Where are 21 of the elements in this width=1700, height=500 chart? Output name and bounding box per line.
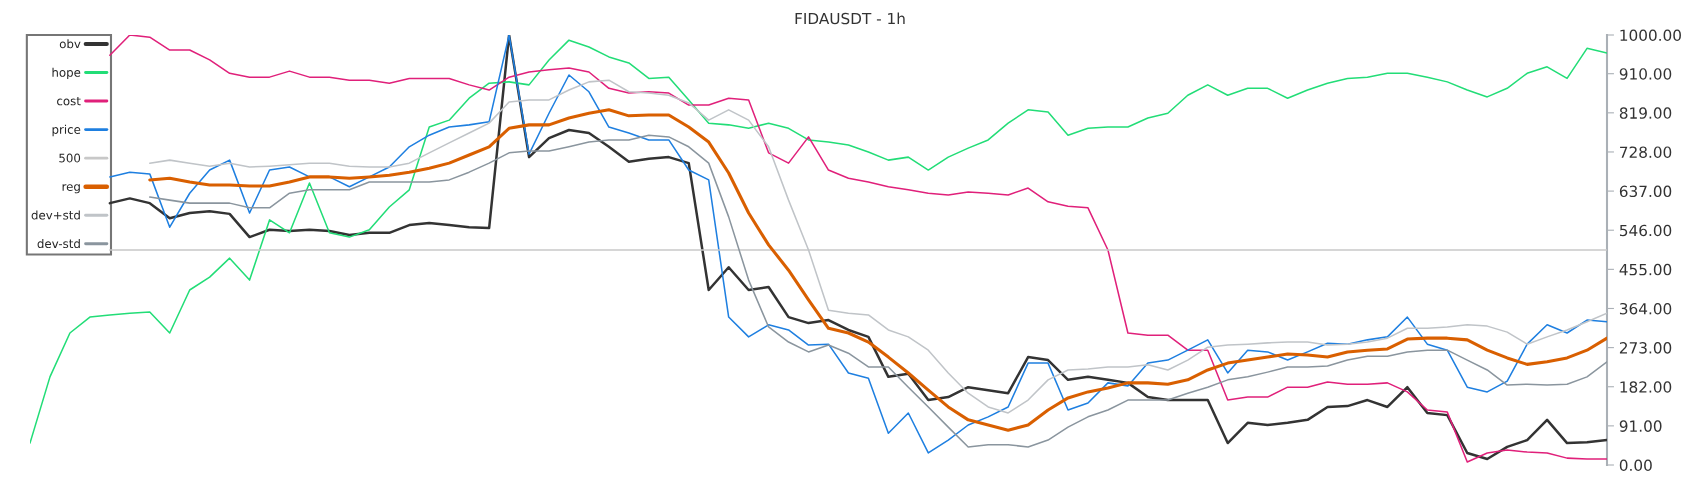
y-tick-label: 0.00: [1619, 459, 1652, 472]
y-tick-label: 182.00: [1620, 381, 1672, 393]
legend-label: obv: [59, 39, 81, 49]
legend-label: reg: [62, 184, 80, 194]
legend-label: hope: [52, 67, 81, 80]
y-tick-label: 910.00: [1619, 68, 1672, 80]
y-tick-label: 273.00: [1619, 342, 1672, 354]
y-tick-label: 819.00: [1619, 107, 1672, 119]
y-tick-label: 91.00: [1619, 420, 1662, 432]
y-tick-label: 455.00: [1619, 263, 1672, 276]
legend-label: dev-std: [37, 238, 80, 249]
y-tick-label: 364.00: [1619, 302, 1672, 315]
y-tick-label: 637.00: [1619, 185, 1672, 198]
legend-label: price: [52, 124, 81, 137]
y-tick-label: 728.00: [1620, 146, 1672, 158]
y-tick-label: 546.00: [1619, 224, 1672, 237]
y-tick-label: 1000.00: [1620, 29, 1681, 42]
chart-title: FIDAUSDT - 1h: [795, 12, 905, 25]
legend-label: dev+std: [31, 210, 80, 220]
legend-label: cost: [57, 96, 81, 106]
legend-label: 500: [59, 153, 81, 163]
